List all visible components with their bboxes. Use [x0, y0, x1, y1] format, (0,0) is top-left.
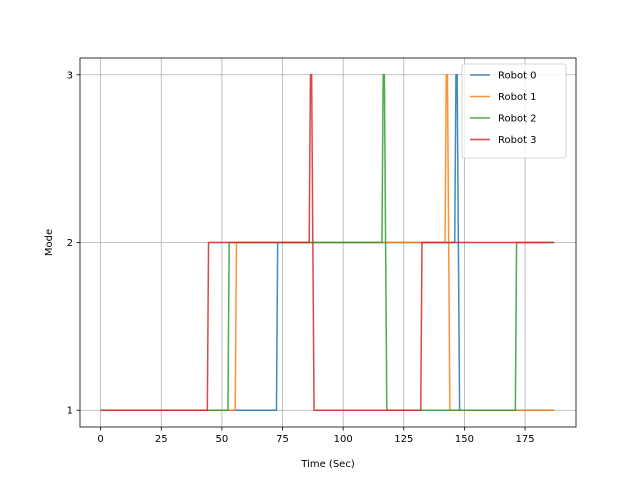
series-line-robot-0 — [100, 74, 555, 411]
x-tick-label: 25 — [155, 434, 168, 445]
series-line-robot-1 — [100, 74, 555, 411]
x-tick-label: 100 — [334, 434, 353, 445]
legend-frame — [461, 63, 567, 159]
y-tick-label: 2 — [67, 238, 73, 249]
x-tick-label: 75 — [276, 434, 289, 445]
x-tick-label: 175 — [516, 434, 535, 445]
x-axis-label: Time (Sec) — [300, 459, 355, 470]
x-tick-label: 125 — [394, 434, 413, 445]
x-tick-label: 150 — [455, 434, 474, 445]
y-axis-ticks: 1 2 3 — [67, 70, 80, 417]
legend-label: Robot 0 — [498, 71, 537, 82]
series-line-robot-3 — [100, 74, 555, 411]
y-tick-label: 1 — [67, 406, 73, 417]
y-tick-label: 3 — [67, 70, 73, 81]
x-tick-label: 0 — [97, 434, 103, 445]
series-lines — [100, 74, 555, 411]
y-axis-label: Mode — [44, 229, 55, 256]
legend: Robot 0 Robot 1 Robot 2 Robot 3 — [461, 63, 567, 159]
x-tick-label: 50 — [216, 434, 229, 445]
series-line-robot-2 — [100, 74, 555, 411]
legend-label: Robot 2 — [498, 114, 537, 125]
legend-label: Robot 3 — [498, 135, 537, 146]
legend-label: Robot 1 — [498, 92, 537, 103]
x-axis-ticks: 0 25 50 75 100 125 150 175 — [97, 427, 535, 445]
